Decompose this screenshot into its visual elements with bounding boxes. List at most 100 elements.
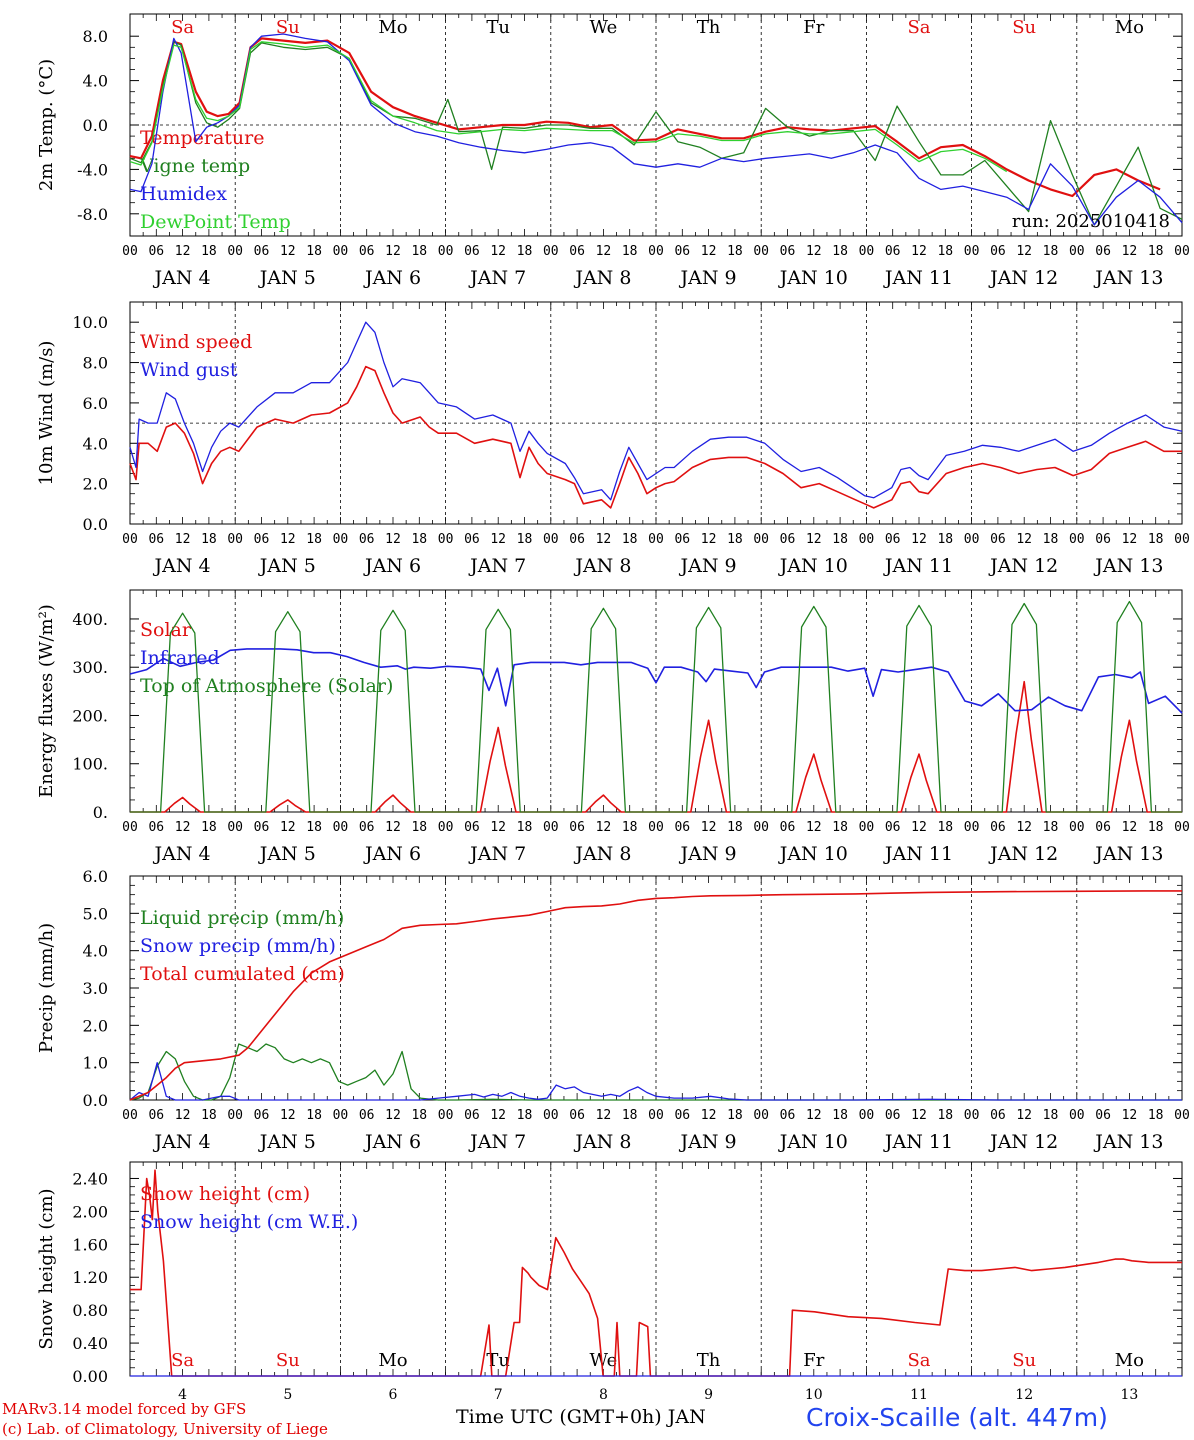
weekday-label: Th — [697, 1350, 721, 1371]
legend-entry: Top of Atmosphere (Solar) — [140, 675, 393, 697]
hour-label: 00 — [648, 820, 664, 835]
hour-label: 18 — [727, 820, 743, 835]
series-line-snow — [129, 1062, 1182, 1101]
hour-label: 12 — [490, 1108, 506, 1123]
panel-4: 0.0 1.0 2.0 3.0 4.0 5.0 6.0 Precip (mm/h) 00 06 12… — [36, 867, 1190, 1153]
weekday-label: Th — [697, 17, 721, 38]
hour-label: 18 — [201, 532, 217, 547]
hour-label: 12 — [175, 820, 191, 835]
hour-label: 18 — [1148, 820, 1164, 835]
y-tick-label: 8.0 — [83, 27, 108, 46]
hour-label: 06 — [990, 820, 1006, 835]
date-label: JAN 7 — [468, 555, 526, 577]
hour-label: 06 — [885, 820, 901, 835]
y-tick-label: 0.00 — [72, 1367, 108, 1386]
y-tick-label: 0.0 — [83, 1091, 108, 1110]
day-number-label: 6 — [389, 1387, 398, 1403]
hour-label: 00 — [1174, 1108, 1190, 1123]
y-tick-label: 6.0 — [83, 394, 108, 413]
hour-label: 18 — [1043, 244, 1059, 259]
date-label: JAN 6 — [363, 843, 421, 865]
hour-label: 12 — [1122, 244, 1138, 259]
date-label: JAN 7 — [468, 267, 526, 289]
day-number-label: 11 — [910, 1387, 928, 1403]
date-label: JAN 8 — [573, 267, 631, 289]
date-label: JAN 6 — [363, 1131, 421, 1153]
day-number-label: 7 — [494, 1387, 503, 1403]
hour-label: 00 — [648, 1108, 664, 1123]
hour-label: 06 — [780, 532, 796, 547]
hour-label: 12 — [175, 244, 191, 259]
hour-label: 18 — [937, 1108, 953, 1123]
hour-label: 06 — [464, 532, 480, 547]
hour-label: 18 — [306, 532, 322, 547]
date-label: JAN 4 — [153, 1131, 211, 1153]
date-label: JAN 12 — [988, 555, 1058, 577]
hour-label: 12 — [1016, 1108, 1032, 1123]
series-line-wind_speed — [129, 365, 1182, 509]
copyright-credit: (c) Lab. of Climatology, University of L… — [2, 1420, 328, 1438]
hour-label: 12 — [911, 244, 927, 259]
hour-label: 06 — [148, 1108, 164, 1123]
hour-label: 00 — [227, 244, 243, 259]
hour-label: 00 — [964, 532, 980, 547]
hour-label: 12 — [911, 820, 927, 835]
hour-label: 18 — [1043, 1108, 1059, 1123]
hour-label: 00 — [1174, 820, 1190, 835]
y-axis-label: Precip (mm/h) — [36, 923, 57, 1053]
weekday-label: Fr — [803, 1350, 824, 1371]
hour-label: 12 — [1122, 820, 1138, 835]
hour-label: 00 — [753, 820, 769, 835]
hour-label: 06 — [674, 244, 690, 259]
weekday-label: Sa — [171, 1350, 194, 1371]
hour-label: 00 — [859, 820, 875, 835]
hour-label: 00 — [438, 820, 454, 835]
hour-label: 06 — [990, 244, 1006, 259]
date-label: JAN 12 — [988, 267, 1058, 289]
hour-label: 00 — [122, 1108, 138, 1123]
hour-label: 18 — [411, 1108, 427, 1123]
date-label: JAN 11 — [883, 1131, 953, 1153]
legend-entry: Infrared — [140, 647, 220, 669]
hour-label: 18 — [622, 532, 638, 547]
weekday-label: Mo — [1115, 1350, 1144, 1371]
y-tick-label: 1.20 — [72, 1268, 108, 1287]
weekday-label: Mo — [378, 17, 407, 38]
date-label: JAN 9 — [679, 267, 737, 289]
y-tick-label: 8.0 — [83, 354, 108, 373]
weekday-label: Mo — [1115, 17, 1144, 38]
date-label: JAN 8 — [573, 555, 631, 577]
y-tick-label: 0.40 — [72, 1334, 108, 1353]
legend-entry: Snow height (cm) — [140, 1183, 310, 1205]
hour-label: 06 — [148, 820, 164, 835]
hour-label: 06 — [464, 244, 480, 259]
y-tick-label: 4.0 — [83, 942, 108, 961]
hour-label: 18 — [727, 532, 743, 547]
day-number-label: 4 — [178, 1387, 187, 1403]
series-line-vigne — [129, 41, 1183, 226]
hour-label: 00 — [333, 820, 349, 835]
date-label: JAN 5 — [258, 267, 316, 289]
legend-entry: Total cumulated (cm) — [140, 963, 345, 985]
hour-label: 12 — [385, 532, 401, 547]
hour-label: 12 — [911, 532, 927, 547]
panel-2: 0.0 2.0 4.0 6.0 8.0 10.0 10m Wind (m/s) 00 06 12 1… — [36, 301, 1190, 577]
hour-label: 18 — [201, 244, 217, 259]
hour-label: 06 — [885, 244, 901, 259]
hour-label: 06 — [359, 820, 375, 835]
hour-label: 00 — [227, 1108, 243, 1123]
hour-label: 06 — [359, 1108, 375, 1123]
station-name: Croix-Scaille (alt. 447m) — [806, 1403, 1108, 1432]
y-tick-label: 2.0 — [83, 475, 108, 494]
hour-label: 06 — [569, 532, 585, 547]
hour-label: 12 — [1016, 532, 1032, 547]
weekday-label: Tu — [486, 1350, 510, 1371]
hour-label: 00 — [964, 820, 980, 835]
date-label: JAN 5 — [258, 555, 316, 577]
date-label: JAN 11 — [883, 267, 953, 289]
hour-label: 00 — [543, 820, 559, 835]
hour-label: 00 — [753, 532, 769, 547]
hour-label: 06 — [1095, 244, 1111, 259]
y-tick-label: 400. — [72, 610, 108, 629]
panel-1: -8.0 -4.0 0.0 4.0 8.0 2m Temp. (°C) 00 06 12 18 JA… — [36, 13, 1190, 289]
